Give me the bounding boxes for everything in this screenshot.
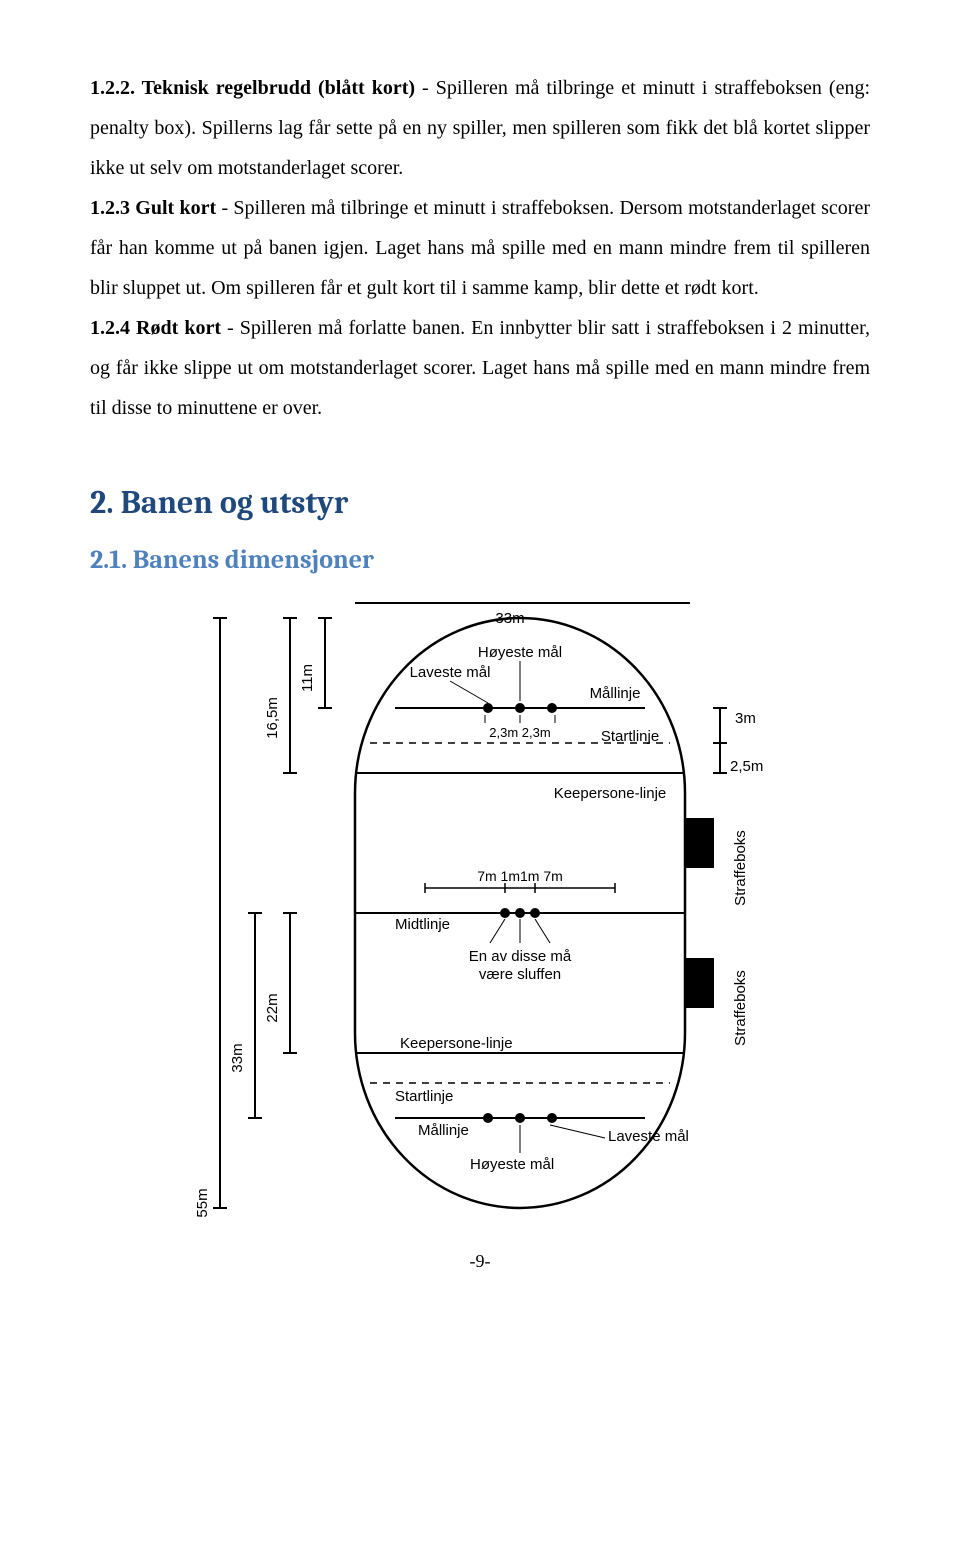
top-23m-label: 2,3m 2,3m xyxy=(489,725,550,740)
penalty-box-top xyxy=(686,818,714,868)
mid-note-1: En av disse må xyxy=(469,948,572,965)
penalty-box-bot-label: Straffeboks xyxy=(732,970,749,1046)
dim-3m-label: 3m xyxy=(735,710,756,727)
rules-paragraph: 1.2.2. Teknisk regelbrudd (blått kort) -… xyxy=(90,68,870,428)
bot-hoyeste-label: Høyeste mål xyxy=(470,1156,554,1173)
top-goal-dot-1 xyxy=(483,703,493,713)
top-hoyeste-label: Høyeste mål xyxy=(478,644,562,661)
dim-33m-label: 33m xyxy=(229,1043,246,1072)
top-mallinje-label: Mållinje xyxy=(590,685,641,702)
bot-laveste-leader xyxy=(550,1125,605,1138)
mid-dot-2 xyxy=(515,908,525,918)
bot-goal-dot-3 xyxy=(547,1113,557,1123)
section-2-heading: 2. Banen og utstyr xyxy=(90,484,870,521)
rule-124-title: 1.2.4 Rødt kort xyxy=(90,317,221,339)
mid-dot-1 xyxy=(500,908,510,918)
mid-note-2: være sluffen xyxy=(479,966,561,983)
top-laveste-leader xyxy=(450,681,488,703)
midtlinje-label: Midtlinje xyxy=(395,916,450,933)
bot-goal-dot-1 xyxy=(483,1113,493,1123)
bot-laveste-label: Laveste mål xyxy=(608,1128,689,1145)
bot-keeper-label: Keepersone-linje xyxy=(400,1035,513,1052)
top-laveste-label: Laveste mål xyxy=(410,664,491,681)
rule-123-title: 1.2.3 Gult kort xyxy=(90,197,216,219)
penalty-box-top-label: Straffeboks xyxy=(732,830,749,906)
mid-leader-3 xyxy=(535,919,550,943)
bot-startlinje-label: Startlinje xyxy=(395,1088,453,1105)
mid-seg-label: 7m 1m1m 7m xyxy=(477,868,563,884)
dim-165m-label: 16,5m xyxy=(264,697,281,739)
dim-25m-label: 2,5m xyxy=(730,758,763,775)
dim-11m-label: 11m xyxy=(299,664,316,692)
top-keeper-label: Keepersone-linje xyxy=(554,785,667,802)
bot-goal-dot-2 xyxy=(515,1113,525,1123)
dim-55m-label: 55m xyxy=(194,1188,211,1217)
top-startlinje-label: Startlinje xyxy=(601,728,659,745)
section-21-heading: 2.1. Banens dimensjoner xyxy=(90,545,870,575)
mid-dot-3 xyxy=(530,908,540,918)
field-svg: 33m Høyeste mål Laveste mål Mållinje Sta… xyxy=(170,593,790,1233)
document-page: 1.2.2. Teknisk regelbrudd (blått kort) -… xyxy=(0,0,960,1296)
penalty-box-bot xyxy=(686,958,714,1008)
top-goal-dot-2 xyxy=(515,703,525,713)
dim-22m-label: 22m xyxy=(264,993,281,1022)
rule-122-title: 1.2.2. Teknisk regelbrudd (blått kort) xyxy=(90,77,415,99)
bot-mallinje-label: Mållinje xyxy=(418,1122,469,1139)
mid-leader-1 xyxy=(490,919,505,943)
page-number: -9- xyxy=(90,1251,870,1272)
field-diagram: 33m Høyeste mål Laveste mål Mållinje Sta… xyxy=(90,593,870,1233)
top-goal-dot-3 xyxy=(547,703,557,713)
